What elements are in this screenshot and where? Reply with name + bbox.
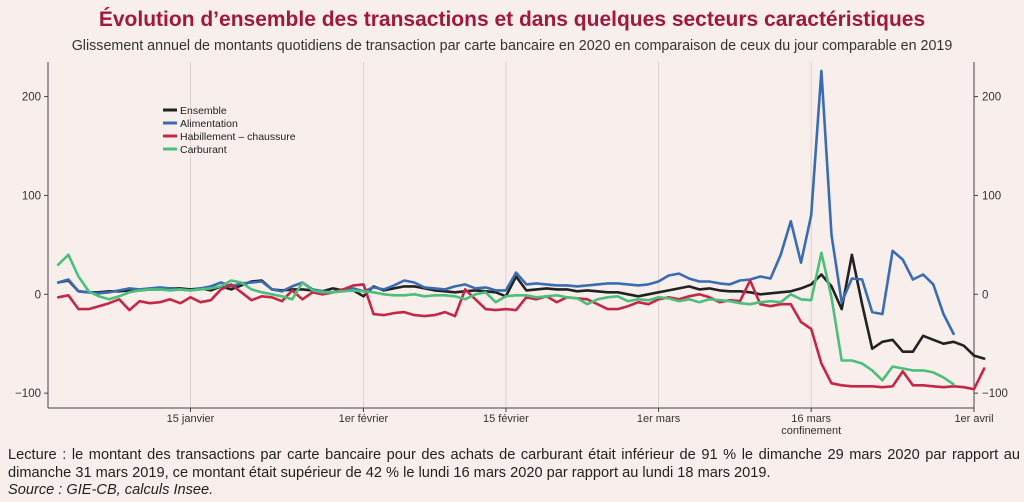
y-tick-label-right: −100 — [982, 388, 1008, 400]
y-tick-label-right: 100 — [982, 190, 1001, 202]
legend-label-2: Habillement – chaussure — [180, 131, 296, 143]
source-note: Source : GIE-CB, calculs Insee. — [8, 482, 214, 498]
legend-label-3: Carburant — [180, 144, 227, 156]
annotation-confinement: confinement — [781, 425, 841, 437]
plot-background — [48, 62, 974, 408]
reading-note: Lecture : le montant des transactions pa… — [8, 447, 1020, 481]
chart-area: 200 200 100 100 0 0 −100 −100 15 janvier 1er févr… — [15, 62, 1008, 437]
series-line-1 — [56, 69, 955, 336]
y-tick-label-right: 200 — [982, 92, 1001, 104]
x-tick-label: 15 février — [483, 413, 529, 425]
chart-title: Évolution d’ensemble des transactions et… — [98, 8, 926, 31]
y-tick-label-left: 200 — [22, 92, 41, 104]
x-tick-label: 1er avril — [954, 413, 993, 425]
x-tick-label: 1er mars — [637, 413, 681, 425]
y-tick-label-left: −100 — [15, 388, 41, 400]
x-tick-label: 1er février — [339, 413, 389, 425]
grid-lines — [189, 62, 812, 408]
axes: 200 200 100 100 0 0 −100 −100 15 janvier 1er févr… — [15, 62, 1008, 437]
x-tick-label: 15 janvier — [167, 413, 215, 425]
y-tick-label-left: 100 — [22, 190, 41, 202]
y-tick-label-right: 0 — [982, 289, 988, 301]
legend-label-1: Alimentation — [180, 118, 238, 130]
chart-subtitle: Glissement annuel de montants quotidiens… — [71, 38, 953, 54]
series-line-2 — [56, 279, 986, 391]
legend-label-0: Ensemble — [180, 105, 227, 117]
x-tick-label: 16 mars — [791, 413, 831, 425]
series-line-3 — [56, 251, 955, 386]
series-lines — [56, 69, 986, 391]
y-tick-label-left: 0 — [35, 289, 41, 301]
